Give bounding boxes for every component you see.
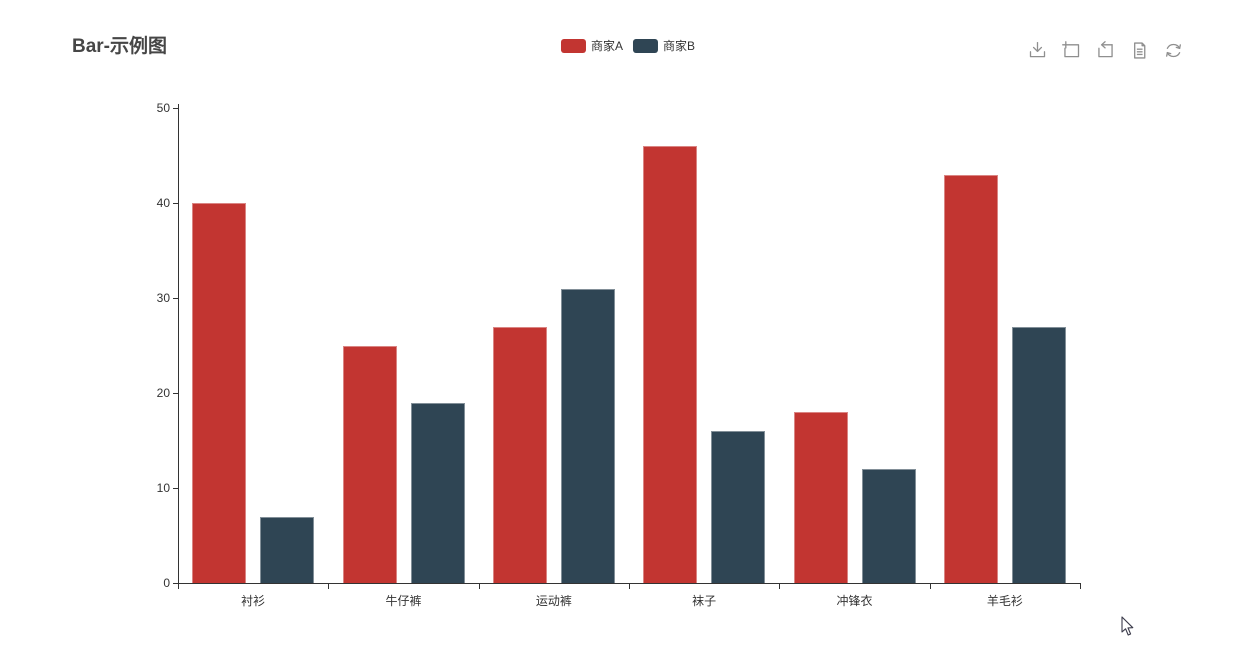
bar-商家A-羊毛衫[interactable] — [943, 174, 998, 583]
x-axis-tick — [929, 584, 931, 589]
x-axis-tick — [779, 584, 781, 589]
bar-商家B-衬衫[interactable] — [260, 516, 315, 583]
x-axis-tick — [478, 584, 480, 589]
bar-商家A-冲锋衣[interactable] — [793, 412, 848, 583]
data-view-icon[interactable] — [1129, 40, 1150, 61]
x-axis-tick — [1080, 584, 1081, 589]
y-axis-tick — [173, 583, 178, 584]
x-axis-tick — [629, 584, 630, 589]
x-axis-category-label: 袜子 — [692, 594, 717, 608]
x-axis-category-label: 运动裤 — [535, 594, 572, 608]
legend-swatch-merchant-a — [560, 39, 586, 53]
y-axis-line — [178, 104, 179, 584]
bar-商家B-牛仔裤[interactable] — [410, 402, 465, 583]
data-zoom-icon[interactable] — [1061, 40, 1082, 61]
bar-商家B-冲锋衣[interactable] — [861, 469, 916, 583]
legend-item-merchant-b[interactable]: 商家B — [633, 39, 695, 53]
x-axis-line — [178, 583, 1081, 584]
y-axis-tick-label: 50 — [156, 101, 170, 115]
x-axis-tick — [328, 584, 330, 589]
legend-label-merchant-b: 商家B — [663, 39, 696, 53]
save-image-icon[interactable] — [1027, 40, 1048, 61]
legend-label-merchant-a: 商家A — [590, 39, 623, 53]
toolbox — [1027, 40, 1184, 61]
chart-title: Bar-示例图 — [72, 36, 168, 57]
y-axis-tick — [173, 203, 178, 204]
y-axis-tick — [173, 393, 178, 394]
y-axis-tick — [173, 298, 178, 299]
x-axis-category-label: 羊毛衫 — [986, 594, 1023, 608]
x-axis-category-label: 冲锋衣 — [836, 594, 873, 608]
y-axis-tick-label: 0 — [163, 576, 170, 590]
bar-商家A-袜子[interactable] — [643, 146, 698, 583]
x-axis-tick — [178, 584, 179, 589]
bar-商家A-衬衫[interactable] — [192, 203, 247, 583]
y-axis-tick-label: 20 — [156, 386, 170, 400]
restore-icon[interactable] — [1163, 40, 1184, 61]
y-axis-tick-label: 30 — [156, 291, 170, 305]
y-axis-tick-label: 10 — [156, 481, 170, 495]
bar-商家B-羊毛衫[interactable] — [1011, 326, 1066, 583]
legend-swatch-merchant-b — [633, 39, 658, 53]
y-axis-tick-label: 40 — [156, 196, 170, 210]
zoom-reset-icon[interactable] — [1095, 40, 1116, 61]
y-axis-tick — [173, 108, 178, 109]
bar-商家B-袜子[interactable] — [711, 431, 766, 583]
bar-商家B-运动裤[interactable] — [560, 288, 615, 583]
x-axis-category-label: 衬衫 — [241, 594, 266, 608]
bar-商家A-运动裤[interactable] — [492, 326, 547, 583]
bar-商家A-牛仔裤[interactable] — [342, 345, 397, 583]
y-axis-tick — [173, 488, 178, 489]
x-axis-category-label: 牛仔裤 — [385, 594, 422, 608]
legend-item-merchant-a[interactable]: 商家A — [560, 39, 623, 53]
legend: 商家A 商家B — [560, 39, 695, 53]
